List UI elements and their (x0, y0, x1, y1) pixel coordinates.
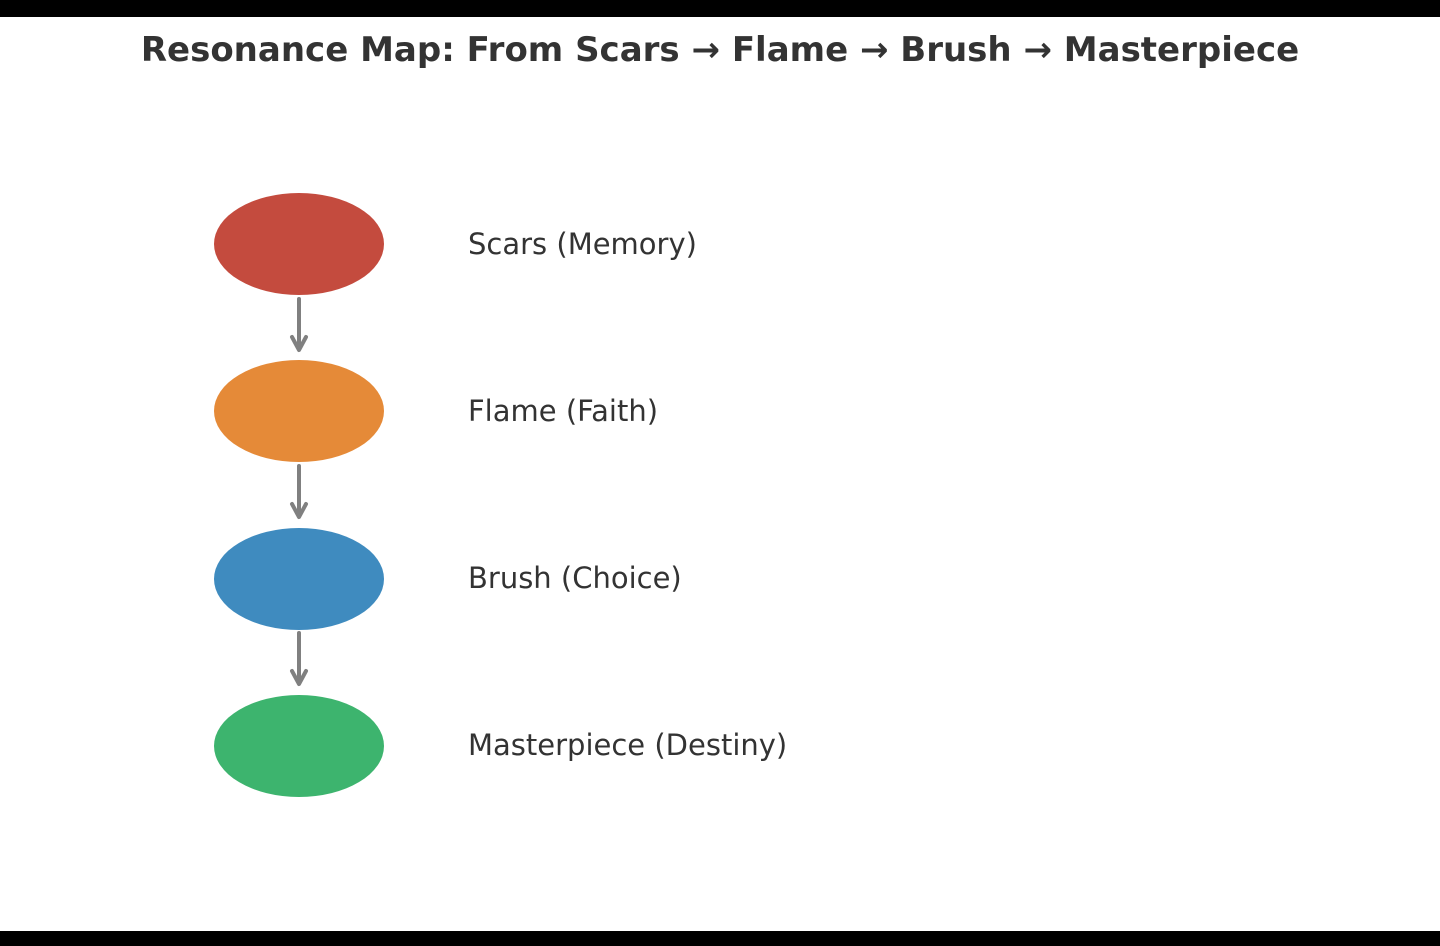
flow-arrow (290, 464, 308, 519)
node-ellipse (214, 193, 384, 295)
flow-arrow (290, 631, 308, 686)
node-label: Flame (Faith) (468, 394, 658, 428)
node-label: Masterpiece (Destiny) (468, 728, 787, 762)
node-ellipse (214, 695, 384, 797)
node-ellipse (214, 528, 384, 630)
node-scars: Scars (Memory) (214, 193, 697, 295)
node-label: Brush (Choice) (468, 561, 682, 595)
node-ellipse (214, 360, 384, 462)
diagram-title: Resonance Map: From Scars → Flame → Brus… (140, 30, 1300, 70)
flow-diagram: Scars (Memory) Flame (Faith) Brush (Choi… (214, 193, 787, 797)
diagram-canvas: Resonance Map: From Scars → Flame → Brus… (0, 17, 1440, 931)
node-brush: Brush (Choice) (214, 528, 682, 630)
flow-arrow (290, 297, 308, 352)
node-label: Scars (Memory) (468, 227, 697, 261)
node-masterpiece: Masterpiece (Destiny) (214, 695, 787, 797)
node-flame: Flame (Faith) (214, 360, 658, 462)
